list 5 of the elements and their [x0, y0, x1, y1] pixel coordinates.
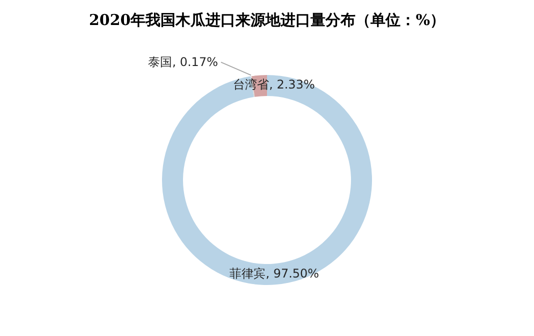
slice-label: 台湾省, 2.33%: [233, 77, 315, 92]
slice-label: 菲律宾, 97.50%: [230, 266, 320, 281]
chart-title: 2020年我国木瓜进口来源地进口量分布（单位：%）: [88, 11, 446, 29]
slice-label: 泰国, 0.17%: [148, 55, 218, 70]
donut-slice: [162, 75, 372, 285]
